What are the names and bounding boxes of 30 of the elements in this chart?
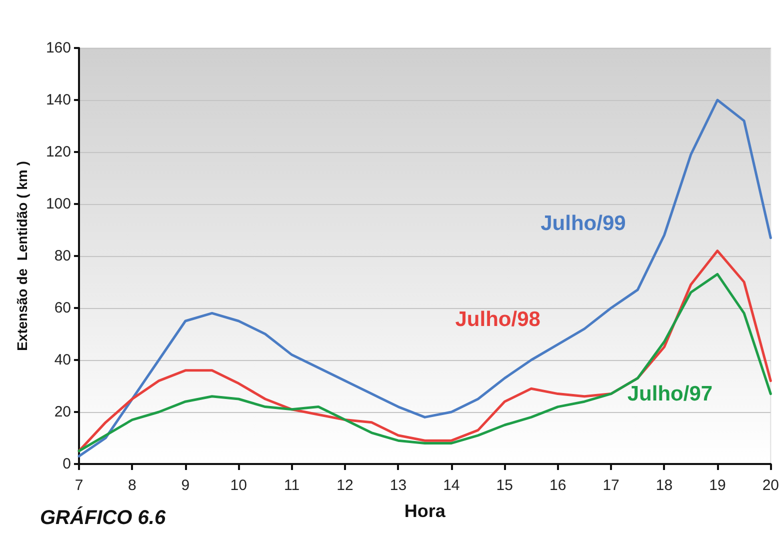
y-tick-label: 100 bbox=[46, 196, 71, 212]
y-tick-label: 0 bbox=[62, 456, 71, 472]
line-series bbox=[78, 98, 772, 458]
x-tick-label: 8 bbox=[128, 477, 136, 494]
x-axis-title: Hora bbox=[404, 501, 446, 521]
x-tick-label: 12 bbox=[336, 477, 354, 494]
y-tick-label: 140 bbox=[46, 92, 71, 108]
y-tick-label: 60 bbox=[54, 300, 71, 316]
x-tick-label: 17 bbox=[602, 477, 620, 494]
x-tick-label: 14 bbox=[443, 477, 460, 494]
x-tick-label: 19 bbox=[709, 477, 726, 494]
y-tick-label: 20 bbox=[54, 404, 71, 420]
x-tick-label: 11 bbox=[284, 477, 300, 494]
series-label: Julho/97 bbox=[627, 382, 713, 406]
x-tick-label: 20 bbox=[762, 477, 779, 494]
y-tick-label: 40 bbox=[54, 352, 71, 368]
text: Julho/98 bbox=[455, 308, 541, 331]
x-tick-label: 18 bbox=[656, 477, 673, 494]
series-label: Julho/99 bbox=[540, 212, 626, 235]
x-tick-label: 10 bbox=[230, 477, 247, 494]
x-tick-label: 7 bbox=[74, 477, 84, 494]
y-tick-label: 80 bbox=[54, 248, 71, 264]
text: GRÁFICO 6.6 bbox=[40, 506, 166, 529]
y-tick-label: 160 bbox=[46, 40, 71, 56]
x-tick-label: 16 bbox=[549, 477, 566, 494]
x-tick-label: 9 bbox=[181, 477, 190, 494]
x-tick-label: 13 bbox=[390, 477, 407, 494]
y-tick-label: 120 bbox=[46, 144, 71, 160]
x-tick-label: 15 bbox=[496, 477, 513, 494]
y-axis-title: Extensão de Lentidão ( km ) bbox=[14, 161, 30, 351]
